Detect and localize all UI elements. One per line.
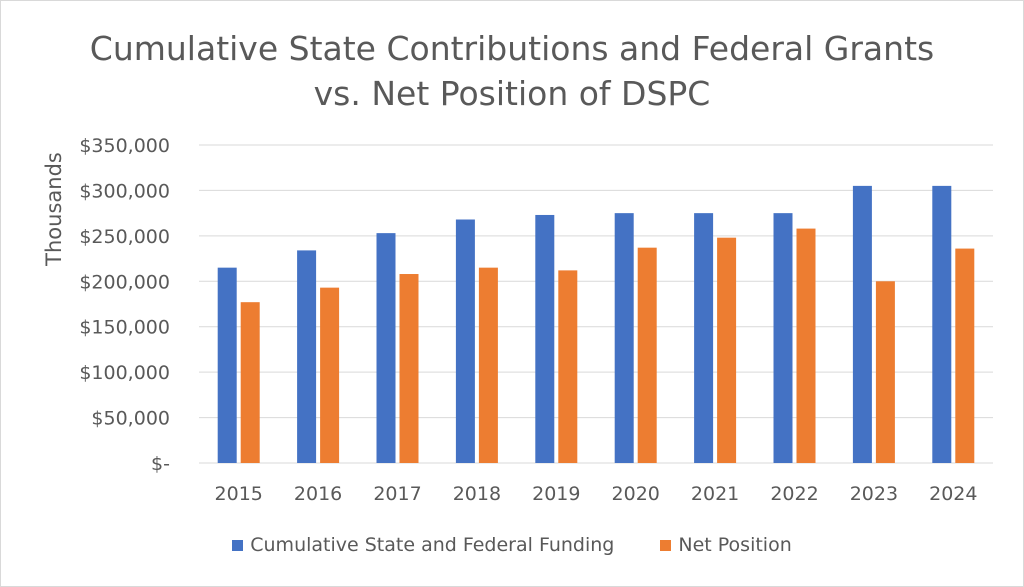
x-tick-label: 2018 xyxy=(453,483,501,505)
chart-title: Cumulative State Contributions and Feder… xyxy=(0,26,1024,116)
legend-item-series-1: Cumulative State and Federal Funding xyxy=(232,534,614,556)
bar-series-1-2016 xyxy=(297,250,317,463)
x-tick-label: 2019 xyxy=(532,483,580,505)
chart-title-line-1: Cumulative State Contributions and Feder… xyxy=(89,29,935,68)
bar-series-1-2017 xyxy=(376,233,396,463)
bars xyxy=(217,185,975,463)
bar-series-2-2023 xyxy=(875,281,895,463)
x-tick-label: 2017 xyxy=(373,483,421,505)
bar-series-1-2018 xyxy=(455,219,475,463)
x-tick-label: 2024 xyxy=(929,483,977,505)
bar-series-2-2016 xyxy=(320,287,340,463)
bar-series-2-2017 xyxy=(399,274,419,463)
bar-series-1-2023 xyxy=(852,185,872,463)
legend-label-series-1: Cumulative State and Federal Funding xyxy=(250,534,615,556)
x-tick-label: 2021 xyxy=(691,483,739,505)
bar-series-2-2021 xyxy=(717,237,737,463)
x-tick-label: 2023 xyxy=(850,483,898,505)
y-tick-label: $250,000 xyxy=(79,226,170,248)
bar-series-2-2015 xyxy=(240,302,260,463)
bar-series-1-2020 xyxy=(614,213,634,463)
y-tick-label: $200,000 xyxy=(79,271,170,293)
chart-title-line-2: vs. Net Position of DSPC xyxy=(313,74,711,113)
x-axis-ticks: 2015 2016 2017 2018 2019 2020 2021 2022 2023 2024 xyxy=(215,483,978,505)
y-tick-label: $350,000 xyxy=(79,135,170,157)
y-tick-label: $300,000 xyxy=(79,180,170,202)
x-tick-label: 2015 xyxy=(215,483,263,505)
gridlines xyxy=(199,144,993,464)
bar-series-2-2020 xyxy=(637,247,657,463)
legend-swatch-series-1 xyxy=(232,539,244,551)
legend-label-series-2: Net Position xyxy=(678,534,792,556)
bar-series-1-2019 xyxy=(535,214,555,463)
y-axis-title: Thousands xyxy=(42,152,66,267)
x-tick-label: 2016 xyxy=(294,483,342,505)
bar-series-1-2021 xyxy=(694,213,714,463)
x-tick-label: 2020 xyxy=(612,483,660,505)
legend-item-series-2: Net Position xyxy=(660,534,792,556)
x-tick-label: 2022 xyxy=(770,483,818,505)
y-tick-label: $100,000 xyxy=(79,362,170,384)
y-tick-label: $150,000 xyxy=(79,317,170,339)
bar-series-1-2015 xyxy=(217,267,237,463)
bar-series-2-2022 xyxy=(796,228,816,463)
bar-series-2-2019 xyxy=(558,270,578,463)
bar-series-1-2022 xyxy=(773,213,793,463)
bar-series-2-2024 xyxy=(955,248,975,463)
y-axis-ticks: $- $50,000 $100,000 $150,000 $200,000 $250,00… xyxy=(79,135,170,475)
bar-series-2-2018 xyxy=(478,267,498,463)
bar-series-1-2024 xyxy=(932,185,952,463)
y-tick-label: $- xyxy=(151,453,170,475)
legend: Cumulative State and Federal Funding Net… xyxy=(0,534,1024,556)
legend-swatch-series-2 xyxy=(660,539,672,551)
y-tick-label: $50,000 xyxy=(91,408,170,430)
